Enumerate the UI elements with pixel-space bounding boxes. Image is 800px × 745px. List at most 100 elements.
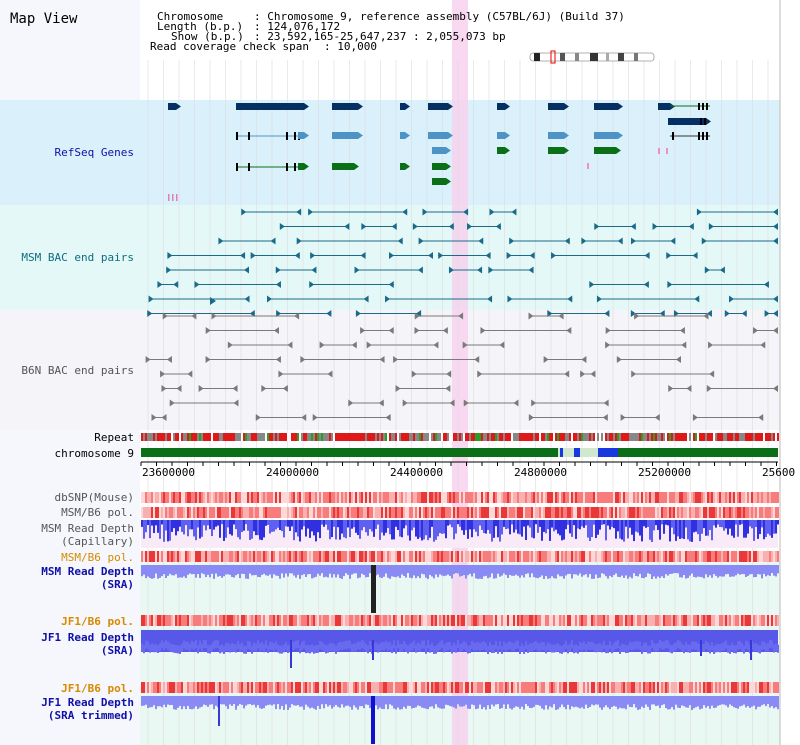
label-msm-b6-pol-1[interactable]: MSM/B6 pol.	[61, 506, 134, 519]
repeat-segment	[451, 433, 453, 441]
msm-b6-pol-cell	[363, 507, 365, 518]
jf1-b6-pol-cell	[629, 615, 631, 626]
dbsnp-cell	[269, 492, 271, 503]
msm-depth-sra-bar	[299, 565, 301, 579]
msm-depth-sra-bar	[247, 565, 249, 579]
msm-b6-pol-cell	[179, 507, 181, 518]
jf1-b6-pol-cell	[227, 615, 229, 626]
msm-b6-pol2-cell	[189, 551, 191, 562]
msm-b6-pol-cell	[675, 507, 677, 518]
ideogram-position-marker	[550, 50, 556, 64]
label-chromosome[interactable]: chromosome 9	[54, 447, 134, 460]
jf1-depth-sra-bar	[423, 640, 425, 649]
jf1-b6-pol2-cell	[369, 682, 371, 693]
dbsnp-cell	[147, 492, 149, 503]
dbsnp-cell	[661, 492, 663, 503]
dbsnp-cell	[681, 492, 683, 503]
label-jf1-depth-trim-1[interactable]: JF1 Read Depth	[41, 696, 134, 709]
repeat-segment	[477, 433, 479, 441]
msm-b6-pol2-cell	[619, 551, 621, 562]
msm-depth-sra-bar	[769, 565, 771, 576]
label-repeat[interactable]: Repeat	[94, 431, 134, 444]
jf1-b6-pol-cell	[341, 615, 343, 626]
msm-b6-pol2-cell	[471, 551, 473, 562]
jf1-depth-trim-bar	[207, 696, 209, 707]
jf1-depth-sra-bar	[191, 640, 193, 649]
msm-b6-pol2-cell	[649, 551, 651, 562]
jf1-depth-sra-bar	[745, 640, 747, 649]
msm-depth-cap-bar	[451, 520, 453, 528]
msm-depth-cap-bar	[173, 520, 175, 529]
dbsnp-cell	[179, 492, 181, 503]
msm-depth-sra-bar	[617, 565, 619, 577]
msm-b6-pol2-cell	[761, 551, 763, 562]
jf1-depth-trim-bar	[413, 696, 415, 708]
gene-arrow	[446, 178, 451, 185]
dbsnp-cell	[539, 492, 541, 503]
jf1-b6-pol-cell	[573, 615, 575, 626]
jf1-depth-trim-bar	[525, 696, 527, 705]
msm-b6-pol-cell	[353, 507, 355, 518]
jf1-b6-pol2-cell	[401, 682, 403, 693]
msm-b6-pol2-cell	[581, 551, 583, 562]
repeat-segment	[631, 433, 633, 441]
jf1-b6-pol2-cell	[591, 682, 593, 693]
msm-b6-pol-cell	[685, 507, 687, 518]
jf1-b6-pol2-cell	[697, 682, 699, 693]
label-msm-depth-sra-1[interactable]: MSM Read Depth	[41, 565, 134, 578]
msm-depth-sra-bar	[337, 565, 339, 575]
msm-depth-cap-bar	[623, 520, 625, 542]
jf1-depth-sra-bar	[737, 641, 739, 650]
jf1-depth-trim-bar	[375, 696, 377, 706]
jf1-depth-trim-bar	[583, 696, 585, 709]
jf1-depth-sra-bar	[643, 643, 645, 652]
repeat-segment	[699, 433, 701, 441]
msm-b6-pol2-cell	[373, 551, 375, 562]
jf1-depth-sra-bar	[149, 644, 151, 653]
label-jf1-b6-pol-1[interactable]: JF1/B6 pol.	[61, 615, 134, 628]
dbsnp-cell	[601, 492, 603, 503]
msm-b6-pol2-cell	[711, 551, 713, 562]
dbsnp-cell	[763, 492, 765, 503]
jf1-depth-trim-bar	[239, 696, 241, 705]
msm-b6-pol-cell	[715, 507, 717, 518]
jf1-b6-pol-cell	[259, 615, 261, 626]
jf1-b6-pol2-cell	[223, 682, 225, 693]
msm-depth-cap-bar	[581, 520, 583, 527]
msm-b6-pol2-cell	[257, 551, 259, 562]
dbsnp-cell	[505, 492, 507, 503]
jf1-b6-pol2-cell	[633, 682, 635, 693]
msm-depth-cap-bar	[165, 520, 167, 531]
label-msm-depth-cap-1[interactable]: MSM Read Depth	[41, 522, 134, 535]
label-msm-bac[interactable]: MSM BAC end pairs	[21, 251, 134, 264]
msm-bac-pair-end	[385, 295, 391, 303]
jf1-depth-sra-bar	[635, 641, 637, 650]
msm-depth-sra-bar	[597, 565, 599, 579]
msm-depth-cap-bar	[387, 520, 389, 529]
jf1-depth-sra-bar	[567, 645, 569, 654]
jf1-depth-sra-bar	[743, 645, 745, 654]
dbsnp-cell	[247, 492, 249, 503]
label-jf1-depth-sra-1[interactable]: JF1 Read Depth	[41, 631, 134, 644]
jf1-depth-sra-bar	[517, 640, 519, 649]
dbsnp-cell	[475, 492, 477, 503]
msm-b6-pol-cell	[185, 507, 187, 518]
label-msm-b6-pol-2[interactable]: MSM/B6 pol.	[61, 551, 134, 564]
label-dbsnp[interactable]: dbSNP(Mouse)	[54, 491, 134, 504]
label-b6n-bac[interactable]: B6N BAC end pairs	[21, 364, 134, 377]
jf1-b6-pol-cell	[315, 615, 317, 626]
label-refseq-genes[interactable]: RefSeq Genes	[54, 146, 134, 159]
jf1-b6-pol2-cell	[165, 682, 167, 693]
jf1-b6-pol-cell	[379, 615, 381, 626]
repeat-segment	[475, 433, 477, 441]
dbsnp-cell	[227, 492, 229, 503]
jf1-depth-sra-bar	[141, 643, 143, 652]
msm-depth-cap-bar	[599, 520, 601, 530]
repeat-segment	[367, 433, 369, 441]
gene-exon	[702, 132, 704, 140]
dbsnp-cell	[219, 492, 221, 503]
label-jf1-b6-pol-2[interactable]: JF1/B6 pol.	[61, 682, 134, 695]
gene-arrow	[405, 103, 410, 110]
dbsnp-cell	[407, 492, 409, 503]
